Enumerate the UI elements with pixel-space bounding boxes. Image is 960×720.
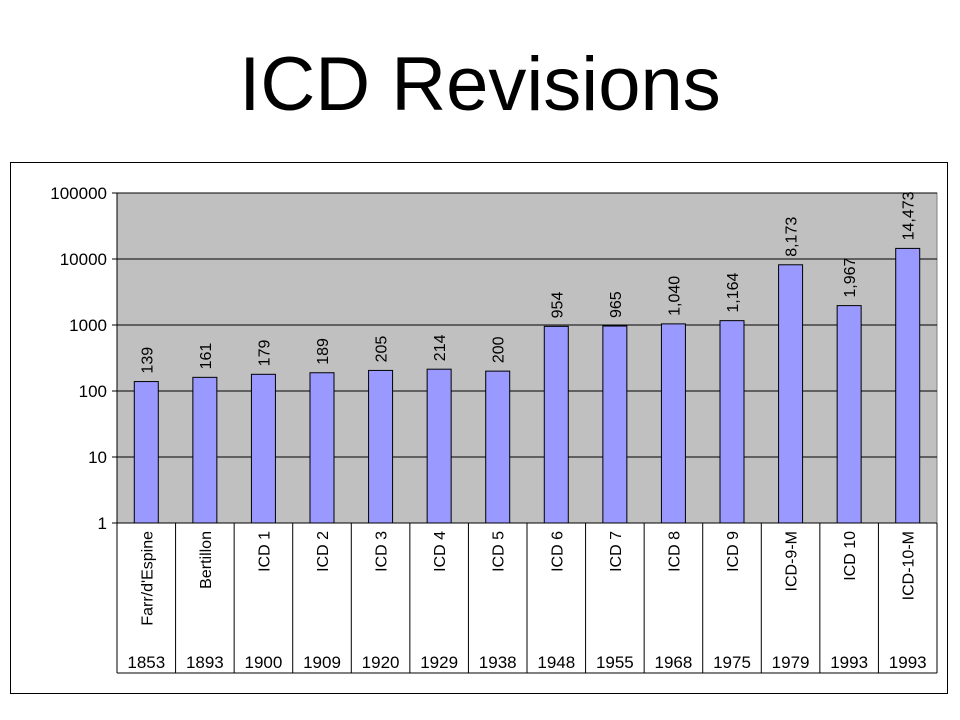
data-label: 1,164 [725,273,742,313]
bar-chart: 1 10 100 1000 10000 100000 139 161 179 189 205 214 2… [50,184,938,674]
data-label: 1,040 [666,276,683,316]
year-label: 1920 [362,653,400,672]
bar [719,320,745,524]
year-label: 1993 [830,653,868,672]
bar [543,325,569,524]
bar [895,247,921,524]
year-label: 1948 [537,653,575,672]
bar [309,372,335,524]
y-tick-label: 100000 [50,184,107,203]
chart-frame: 1 10 100 1000 10000 100000 139 161 179 189 205 214 2… [10,162,948,694]
year-label: 1938 [479,653,517,672]
category-label: ICD-9-M [784,531,801,591]
bar [250,373,276,524]
category-label: Bertillon [198,531,215,589]
bar [368,369,394,524]
bar [133,381,159,524]
page-title: ICD Revisions [239,42,721,127]
bar [485,370,511,524]
category-label: ICD 4 [432,531,449,572]
year-label: 1975 [713,653,751,672]
bar [192,376,218,524]
data-label: 954 [549,292,566,319]
data-label: 205 [374,336,391,363]
category-label: ICD 3 [374,531,391,572]
bar [426,368,452,524]
data-label: 8,173 [784,217,801,257]
y-tick-label: 10 [88,448,107,467]
bar [836,305,862,524]
year-label: 1893 [186,653,224,672]
data-label: 965 [608,291,625,318]
category-label: ICD 6 [549,531,566,572]
category-label: ICD-10-M [901,531,918,600]
data-label: 189 [315,338,332,365]
year-label: 1993 [889,653,927,672]
year-label: 1900 [245,653,283,672]
data-label: 1,967 [842,257,859,297]
bar [778,264,804,524]
plot-area [116,192,938,524]
category-label: Farr/d'Espine [139,531,156,626]
year-label: 1968 [655,653,693,672]
category-label: ICD 7 [608,531,625,572]
data-label: 14,473 [901,191,918,240]
bar [660,323,686,524]
category-label: ICD 1 [256,531,273,572]
data-label: 161 [198,343,215,370]
category-label: ICD 8 [666,531,683,572]
category-label: ICD 5 [491,531,508,572]
category-label: ICD 2 [315,531,332,572]
category-label: ICD 9 [725,531,742,572]
y-tick-label: 10000 [60,250,107,269]
data-label: 214 [432,334,449,361]
year-label: 1853 [127,653,165,672]
y-tick-label: 1 [98,514,107,533]
y-tick-label: 1000 [69,316,107,335]
year-label: 1955 [596,653,634,672]
year-label: 1909 [303,653,341,672]
year-label: 1979 [772,653,810,672]
bar [602,325,628,524]
year-label: 1929 [420,653,458,672]
data-label: 179 [256,340,273,367]
y-tick-label: 100 [79,382,107,401]
data-label: 200 [491,336,508,363]
category-label: ICD 10 [842,531,859,581]
data-label: 139 [139,347,156,374]
